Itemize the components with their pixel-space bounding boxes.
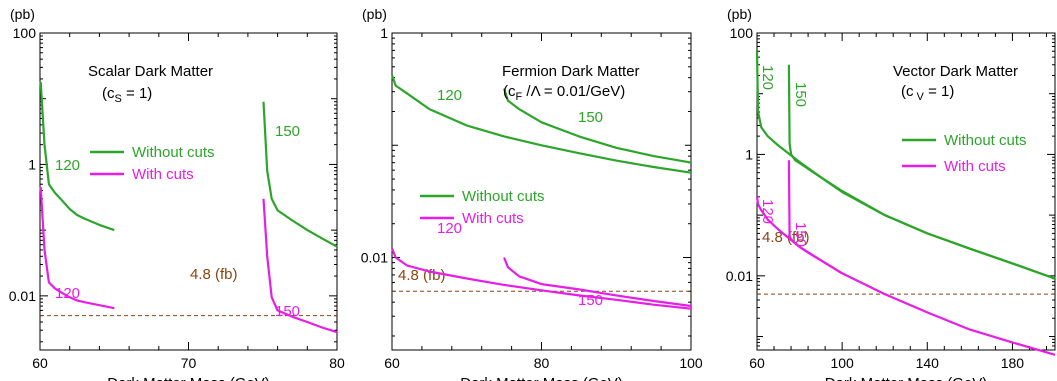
x-tick-label: 60 xyxy=(384,355,400,371)
x-tick-label: 140 xyxy=(916,355,940,371)
x-axis-title: Dark Matter Mass (GeV) xyxy=(825,375,988,381)
y-tick-label: 1 xyxy=(380,25,388,41)
y-tick-label: 1 xyxy=(28,156,36,172)
legend-label-without-cuts: Without cuts xyxy=(132,144,215,161)
series-line-without-120 xyxy=(390,74,692,174)
curve-label-150: 150 xyxy=(275,303,300,320)
chart-subtitle: (c V = 1) xyxy=(901,83,954,103)
legend-label-with-cuts: With cuts xyxy=(132,166,194,183)
legend-label-with-cuts: With cuts xyxy=(944,158,1006,175)
curve-label-150: 150 xyxy=(792,222,809,247)
series-line-without-150 xyxy=(503,88,692,164)
y-tick-label: 100 xyxy=(13,25,37,41)
y-tick-label: 100 xyxy=(730,25,754,41)
reference-line-label: 4.8 (fb) xyxy=(190,266,238,283)
series-line-with-120 xyxy=(755,196,1056,356)
curve-label-150: 150 xyxy=(578,292,603,309)
y-tick-label: 0.01 xyxy=(726,268,753,284)
curve-label-120: 120 xyxy=(55,157,80,174)
curve-label-120: 120 xyxy=(759,199,776,224)
x-tick-label: 80 xyxy=(329,355,345,371)
curve-label-150: 150 xyxy=(578,109,603,126)
y-axis-unit-label: (pb) xyxy=(727,6,752,22)
x-tick-label: 80 xyxy=(534,355,550,371)
chart-subtitle: (cF /Λ = 0.01/GeV) xyxy=(503,83,625,103)
x-tick-label: 180 xyxy=(1001,355,1025,371)
x-axis-title: Dark Matter Mass (GeV) xyxy=(460,375,623,381)
x-tick-label: 70 xyxy=(181,355,197,371)
series-line-with-150 xyxy=(503,257,692,308)
curve-label-150: 150 xyxy=(275,123,300,140)
curve-label-150: 150 xyxy=(792,82,809,107)
series-line-without-150 xyxy=(262,101,338,248)
x-axis-title: Dark Matter Mass (GeV) xyxy=(107,375,270,381)
plot-frame-2 xyxy=(756,32,1056,351)
x-tick-label: 100 xyxy=(830,355,854,371)
series-line-with-120 xyxy=(390,248,692,310)
y-axis-unit-label: (pb) xyxy=(10,6,35,22)
chart-title: Vector Dark Matter xyxy=(893,63,1018,80)
series-line-with-150 xyxy=(787,160,843,275)
curve-label-120: 120 xyxy=(55,285,80,302)
legend-label-without-cuts: Without cuts xyxy=(462,188,545,205)
y-axis-unit-label: (pb) xyxy=(362,6,387,22)
reference-line-label: 4.8 (fb) xyxy=(762,229,810,246)
chart-subtitle: (cS = 1) xyxy=(102,85,152,105)
x-tick-label: 100 xyxy=(679,355,703,371)
series-line-with-120 xyxy=(39,187,115,310)
y-tick-label: 0.01 xyxy=(9,288,36,304)
series-line-with-150 xyxy=(262,198,338,334)
legend-label-with-cuts: With cuts xyxy=(462,210,524,227)
chart-title: Scalar Dark Matter xyxy=(88,63,213,80)
curve-label-120: 120 xyxy=(437,87,462,104)
legend-label-without-cuts: Without cuts xyxy=(944,132,1027,149)
series-line-without-150 xyxy=(787,64,1056,280)
chart-title: Fermion Dark Matter xyxy=(502,63,640,80)
series-line-without-120 xyxy=(39,81,115,232)
y-tick-label: 1 xyxy=(745,146,753,162)
curve-label-120: 120 xyxy=(437,220,462,237)
x-tick-label: 60 xyxy=(749,355,765,371)
curve-label-120: 120 xyxy=(759,65,776,90)
y-tick-label: 0.01 xyxy=(361,250,388,266)
x-tick-label: 60 xyxy=(32,355,48,371)
